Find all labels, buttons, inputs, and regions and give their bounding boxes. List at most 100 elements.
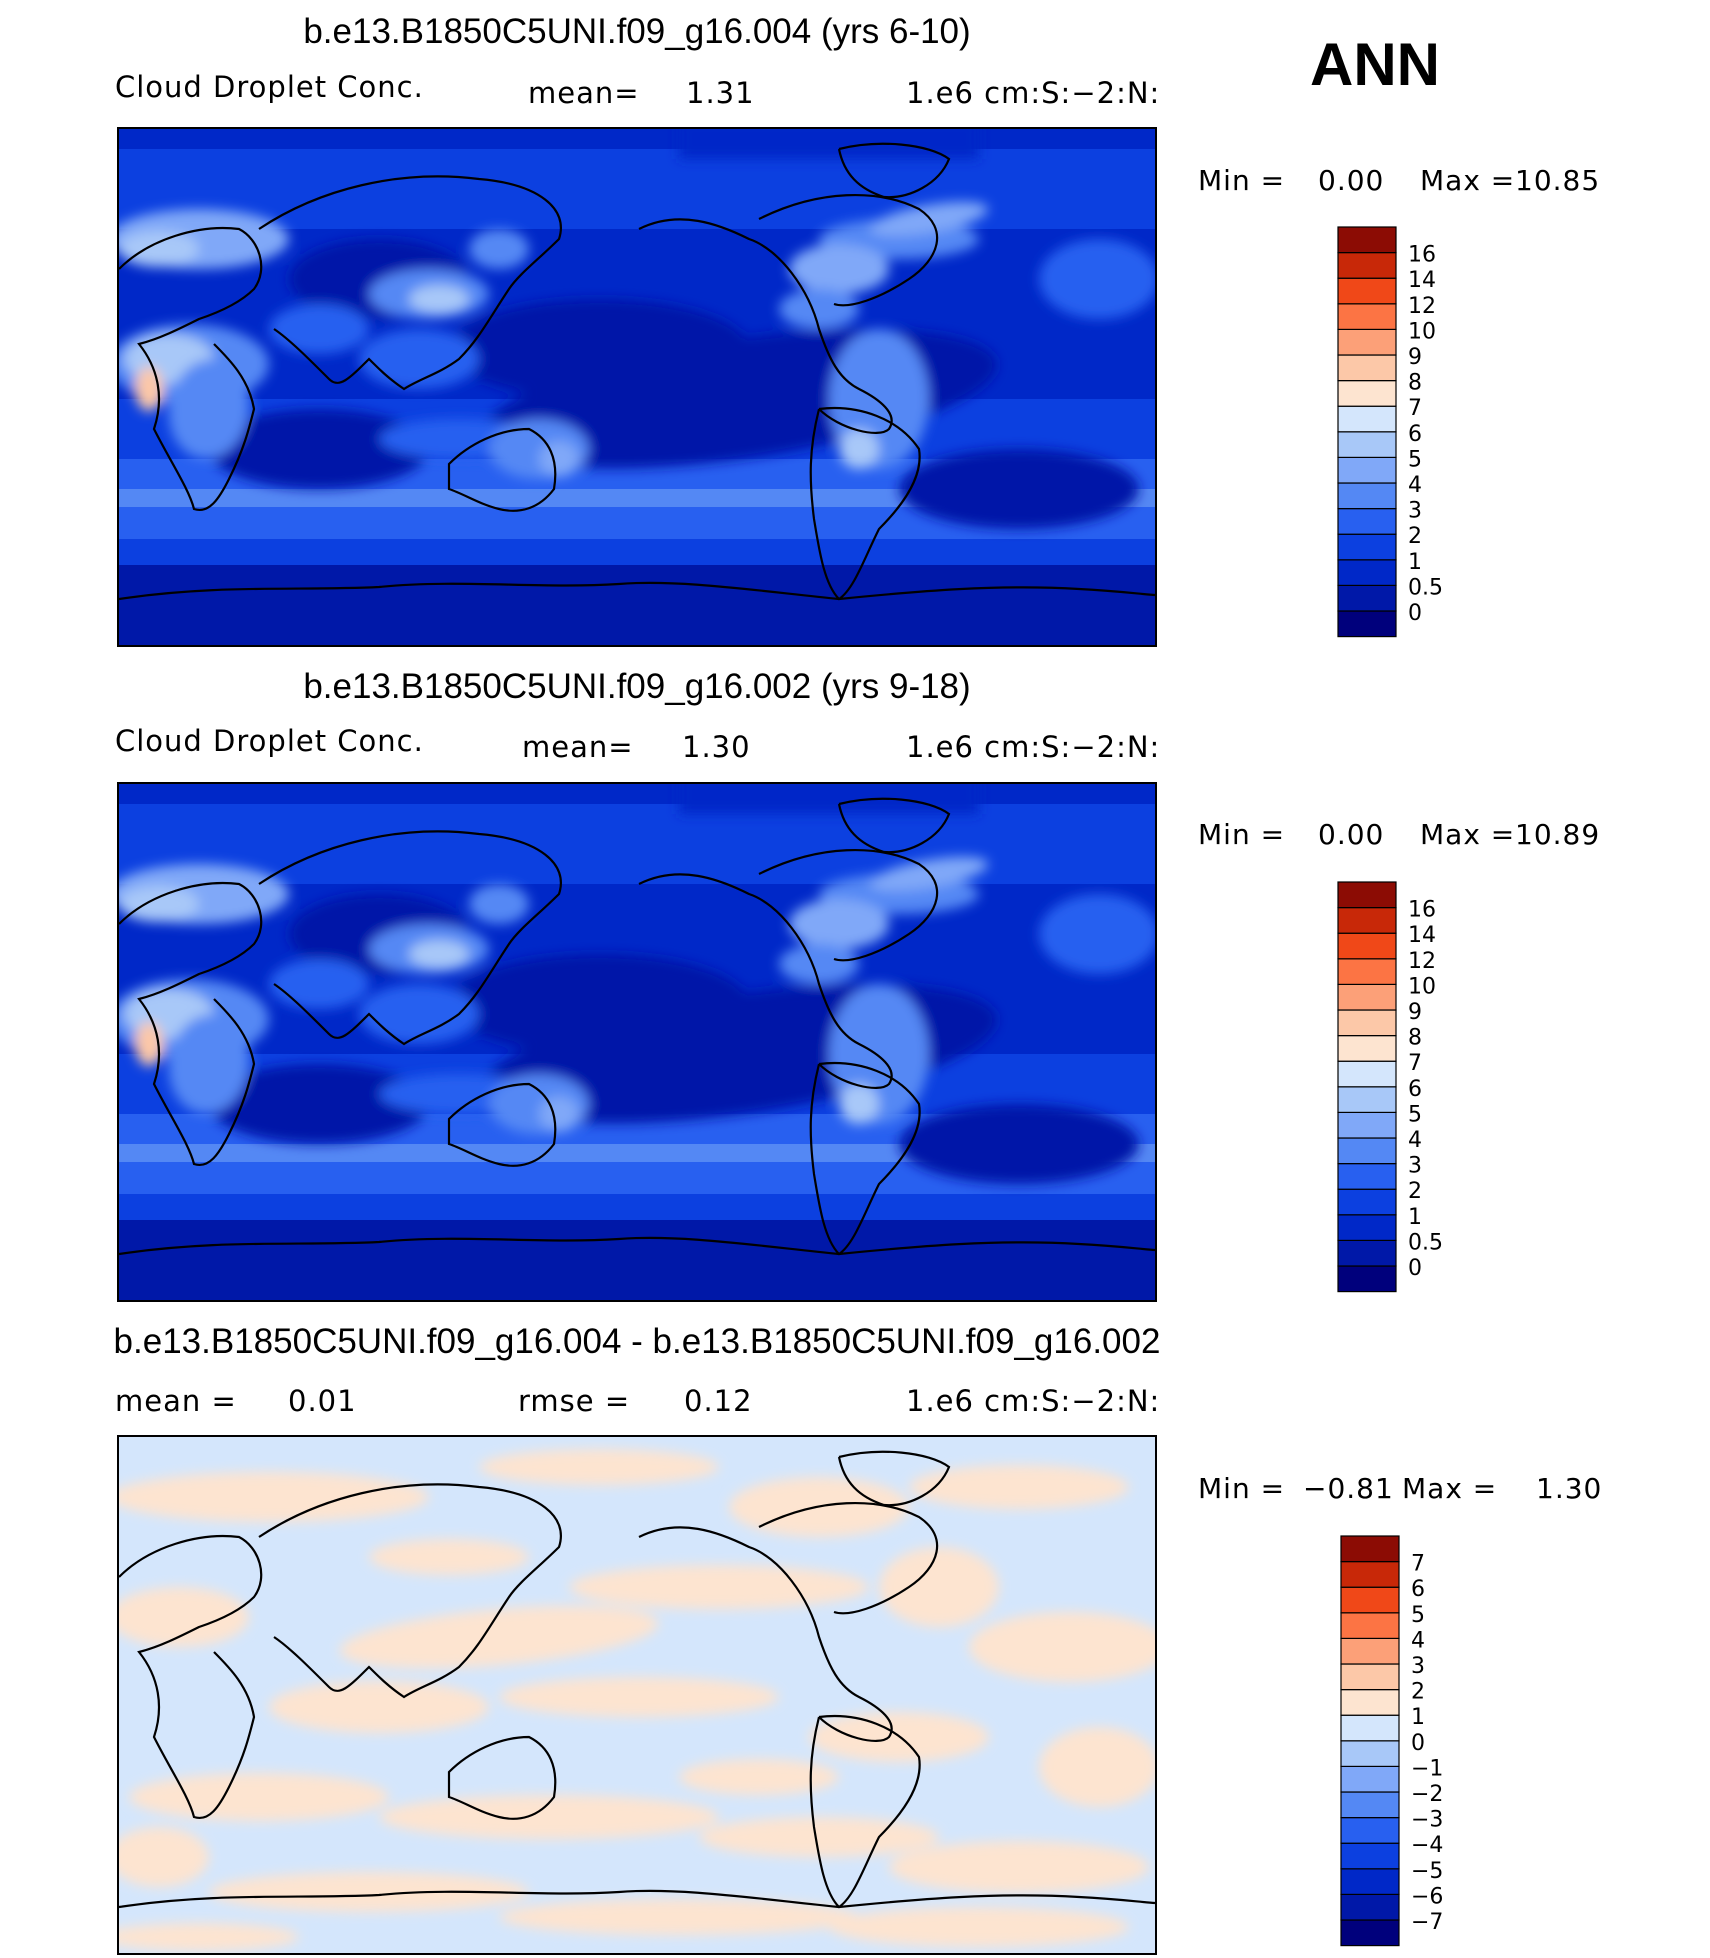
- colorbar-tick-label: 14: [1408, 268, 1436, 293]
- colorbar-tick-label: −2: [1411, 1782, 1443, 1807]
- colorbar-tick-label: 0: [1411, 1731, 1425, 1756]
- min-value: −0.81: [1303, 1472, 1394, 1505]
- colorbar-tick-label: 5: [1411, 1603, 1425, 1628]
- field-patch: [839, 429, 879, 469]
- colorbar-tick-label: 16: [1408, 243, 1436, 268]
- max-value: 10.89: [1515, 818, 1601, 851]
- map-svg: [119, 784, 1155, 1300]
- colorbar-tick-label: 7: [1411, 1552, 1425, 1577]
- colorbar-tick-label: 6: [1411, 1577, 1425, 1602]
- colorbar-tick-label: 12: [1408, 949, 1436, 974]
- field-patch: [409, 940, 469, 968]
- map-svg: [119, 1437, 1155, 1953]
- coastline: [837, 1450, 951, 1507]
- field-band: [679, 784, 979, 814]
- map-plot: [117, 1435, 1157, 1955]
- field-layer: [119, 784, 1155, 1184]
- field-patch: [269, 1681, 489, 1733]
- field-patch: [209, 409, 429, 489]
- colorbar: 0 0.5 1 2 3 4 5 6 7 8 9 10 12 14 16: [1337, 881, 1478, 1293]
- field-patch: [899, 1104, 1139, 1184]
- coastline: [809, 1715, 921, 1909]
- colorbar-box: [1337, 983, 1397, 1011]
- map-plot: [117, 782, 1157, 1302]
- colorbar-box: [1340, 1817, 1400, 1844]
- field-patch: [789, 244, 889, 294]
- field-patch: [209, 1872, 529, 1912]
- mean-label: mean =: [115, 1384, 237, 1418]
- field-band: [119, 149, 1155, 229]
- colorbar-tick-label: 5: [1408, 447, 1422, 472]
- field-layer: [119, 1449, 1155, 1951]
- variable-label: Cloud Droplet Conc.: [115, 70, 424, 104]
- colorbar-tick-label: 0: [1408, 1256, 1422, 1281]
- field-patch: [789, 899, 889, 949]
- colorbar-box: [1340, 1663, 1400, 1691]
- colorbar-box: [1337, 252, 1397, 279]
- colorbar-box: [1337, 533, 1397, 561]
- colorbar-tick-label: 4: [1411, 1628, 1425, 1653]
- field-patch: [269, 304, 369, 354]
- colorbar-tick-label: 8: [1408, 1026, 1422, 1051]
- min-label: Min =: [1198, 1472, 1286, 1505]
- colorbar-box: [1337, 380, 1397, 407]
- coastline: [119, 1535, 263, 1820]
- field-band: [119, 489, 1155, 507]
- field-patch: [269, 959, 369, 1009]
- field-patch: [539, 441, 579, 477]
- field-patch: [699, 1817, 939, 1857]
- colorbar-tick-label: 4: [1408, 1128, 1422, 1153]
- coastline: [447, 427, 557, 512]
- colorbar-box: [1337, 482, 1397, 510]
- field-band: [119, 539, 1155, 565]
- field-band: [119, 804, 1155, 884]
- field-patch: [569, 1565, 869, 1609]
- panel-title: b.e13.B1850C5UNI.f09_g16.004 - b.e13.B18…: [113, 1322, 1161, 1361]
- coastline: [258, 1483, 562, 1699]
- colorbar-box: [1337, 1137, 1397, 1165]
- coastline: [119, 882, 263, 1167]
- colorbar-box: [1337, 1111, 1397, 1139]
- colorbar-box: [1340, 1893, 1400, 1921]
- field-patch: [779, 289, 859, 329]
- colorbar-box: [1337, 508, 1397, 535]
- field-patch: [1039, 894, 1155, 974]
- panel-title: b.e13.B1850C5UNI.f09_g16.004 (yrs 6-10): [303, 12, 971, 51]
- colorbar-box: [1340, 1765, 1400, 1793]
- colorbar-tick-label: 12: [1408, 294, 1436, 319]
- colorbar-box: [1337, 405, 1397, 433]
- coastline: [447, 1082, 557, 1167]
- field-band: [119, 565, 1155, 645]
- colorbar-box: [1340, 1586, 1400, 1614]
- coastline: [638, 848, 939, 1089]
- colorbar-box: [1337, 610, 1397, 638]
- colorbar-tick-label: −1: [1411, 1756, 1443, 1781]
- mean-label: mean=: [522, 730, 634, 764]
- colorbar-box: [1340, 1868, 1400, 1895]
- field-patch: [889, 1841, 1149, 1893]
- colorbar-tick-label: 2: [1411, 1680, 1425, 1705]
- min-label: Min =: [1198, 818, 1286, 851]
- map-plot: [117, 127, 1157, 647]
- colorbar: −7 −6 −5 −4 −3 −2 −1 0 1 2 3 4 5 6 7: [1340, 1535, 1481, 1947]
- colorbar-box: [1337, 958, 1397, 986]
- colorbar-tick-label: 3: [1411, 1654, 1425, 1679]
- field-patch: [469, 229, 529, 269]
- field-patch: [969, 1612, 1155, 1682]
- colorbar-box: [1337, 277, 1397, 305]
- coastline: [119, 1889, 1155, 1909]
- field-patch: [369, 1539, 529, 1575]
- colorbar-box: [1337, 328, 1397, 356]
- rmse-value: 0.12: [684, 1384, 753, 1418]
- colorbar-tick-label: 0: [1408, 601, 1422, 626]
- colorbar-box: [1337, 1265, 1397, 1293]
- colorbar-box: [1340, 1637, 1400, 1665]
- units-label: 1.e6 cm:S:−2:N:: [906, 76, 1161, 110]
- colorbar-tick-label: 16: [1408, 898, 1436, 923]
- min-label: Min =: [1198, 164, 1286, 197]
- max-label: Max =: [1420, 164, 1516, 197]
- field-patch: [359, 984, 479, 1044]
- field-patch: [449, 954, 749, 1054]
- field-patch: [379, 1795, 719, 1839]
